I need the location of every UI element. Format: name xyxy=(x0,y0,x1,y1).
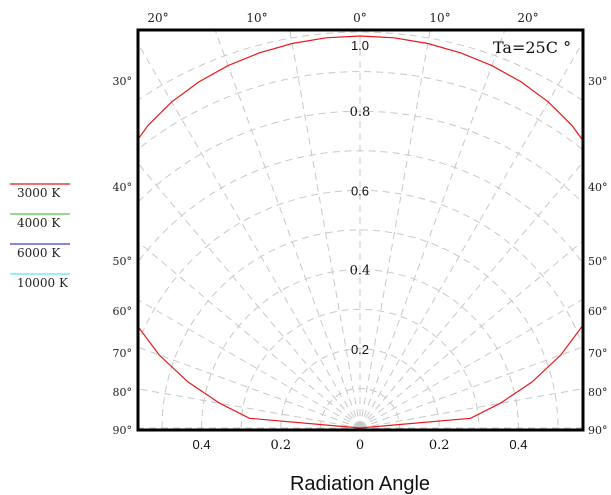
grid-arc xyxy=(280,348,440,429)
angle-tick-left: 40° xyxy=(113,181,133,194)
polar-grid xyxy=(138,30,583,429)
angle-tick-right: 50° xyxy=(588,255,608,268)
angle-tick-right: 30° xyxy=(588,75,608,88)
axis-labels: 20° 10° 0° 10° 20° 30° 30° 40° 40° 50° 50° 60° 60° 70… xyxy=(113,11,608,453)
legend-label: 10000 K xyxy=(17,276,69,290)
grid-arc xyxy=(240,308,480,429)
grid-spoke xyxy=(138,241,361,429)
angle-tick-right: 60° xyxy=(588,305,608,318)
angle-tick-top: 20° xyxy=(147,11,168,25)
grid-spoke xyxy=(359,40,583,429)
grid-spoke xyxy=(138,42,361,429)
annotation-temperature: Ta=25C ° xyxy=(493,38,571,57)
angle-tick-left: 90° xyxy=(113,424,133,437)
grid-spoke xyxy=(359,346,583,429)
plot-frame xyxy=(136,28,585,432)
angle-tick-right: 90° xyxy=(588,424,608,437)
angle-tick-right: 40° xyxy=(588,181,608,194)
grid-spoke xyxy=(138,162,361,429)
legend-label: 4000 K xyxy=(17,216,61,230)
bottom-tick-label: 0.4 xyxy=(193,437,211,452)
radial-tick-label: 1.0 xyxy=(351,38,369,53)
grid-arc xyxy=(201,269,519,429)
legend: 3000 K 4000 K 6000 K 10000 K xyxy=(10,183,70,290)
bottom-tick-label: 0.4 xyxy=(509,437,527,452)
grid-spoke xyxy=(359,240,583,429)
grid-spoke xyxy=(138,388,361,429)
angle-tick-left: 60° xyxy=(113,305,133,318)
angle-tick-right: 80° xyxy=(588,386,608,399)
x-axis-label: Radiation Angle xyxy=(290,473,430,495)
bottom-tick-label: 0.2 xyxy=(429,438,450,453)
grid-spoke xyxy=(359,30,431,429)
bottom-tick-label: 0.2 xyxy=(270,438,291,453)
radial-tick-label: 0.6 xyxy=(351,183,369,198)
grid-arc xyxy=(138,71,583,151)
bottom-tick-label: 0 xyxy=(356,438,364,453)
series-line xyxy=(138,35,583,429)
angle-tick-left: 70° xyxy=(113,347,133,360)
angle-tick-left: 80° xyxy=(113,386,133,399)
radial-tick-label: 0.2 xyxy=(351,342,369,357)
radial-tick-label: 0.8 xyxy=(350,105,371,120)
grid-spoke xyxy=(289,30,361,429)
angle-tick-left: 50° xyxy=(113,255,133,268)
angle-tick-top: 10° xyxy=(246,11,267,25)
legend-label: 6000 K xyxy=(17,246,61,260)
angle-tick-top: 0° xyxy=(353,11,367,25)
series-layer xyxy=(138,35,583,429)
grid-arc xyxy=(138,189,583,348)
grid-spoke xyxy=(359,30,506,429)
angle-tick-top: 20° xyxy=(517,11,538,25)
grid-arc xyxy=(138,150,583,265)
legend-label: 3000 K xyxy=(17,186,61,200)
grid-arc xyxy=(138,31,583,102)
grid-arc xyxy=(138,110,583,204)
radial-tick-label: 0.4 xyxy=(350,264,371,279)
angle-tick-right: 70° xyxy=(588,347,608,360)
grid-spoke xyxy=(359,161,583,429)
angle-tick-top: 10° xyxy=(429,11,450,25)
grid-spoke xyxy=(214,30,361,429)
angle-tick-left: 30° xyxy=(113,75,133,88)
